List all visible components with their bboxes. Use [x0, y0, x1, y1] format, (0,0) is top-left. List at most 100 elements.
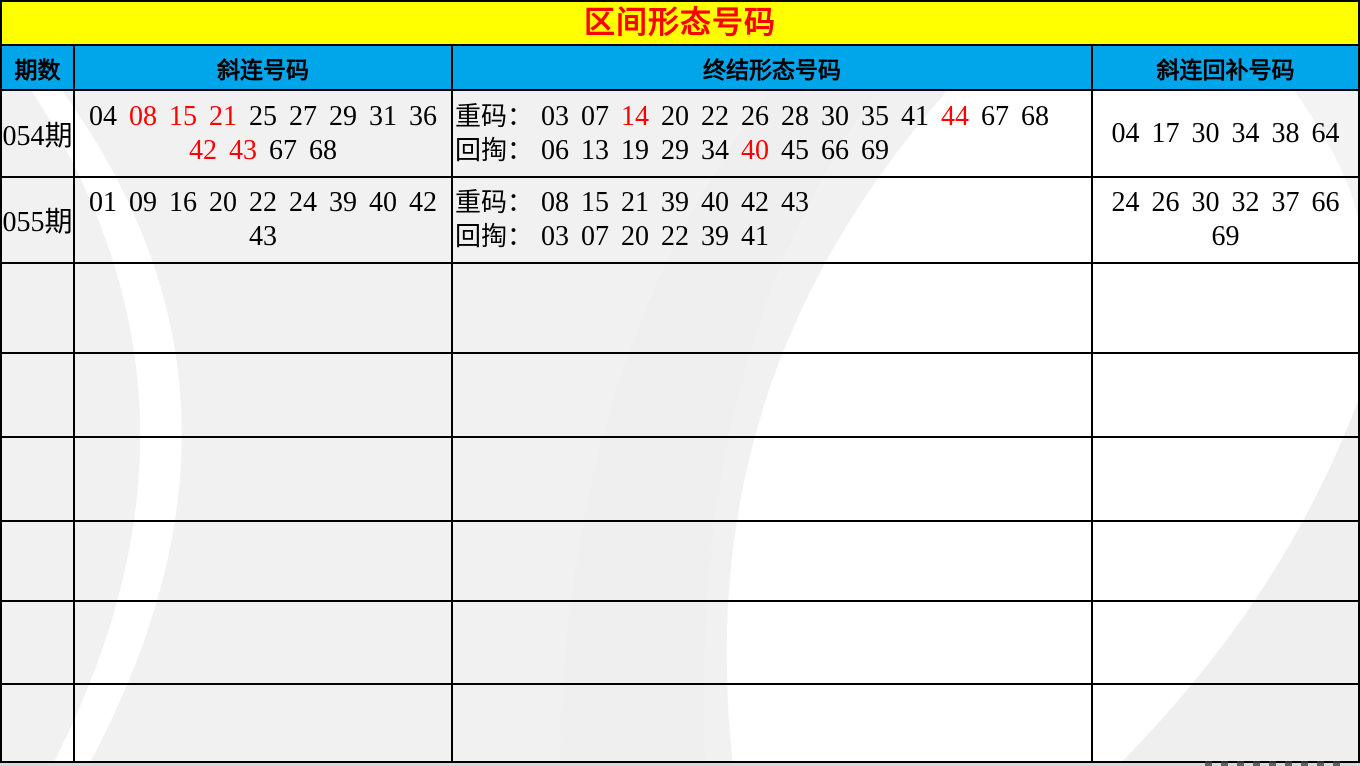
- number-line: 24 26 30 32 37 66: [1093, 186, 1358, 220]
- number-token: 13: [581, 134, 610, 166]
- number-token: 09: [129, 187, 157, 218]
- number-token: 34: [1231, 117, 1260, 149]
- empty-terminal-cell: [453, 438, 1093, 522]
- number-token: 07: [581, 100, 610, 132]
- number-token: 44: [941, 100, 970, 132]
- number-token: 29: [329, 100, 357, 132]
- number-token: 21: [209, 100, 237, 132]
- empty-refill-cell: [1093, 438, 1358, 522]
- empty-period-cell: [2, 685, 75, 761]
- number-token: 26: [741, 100, 770, 132]
- number-token: 36: [409, 100, 437, 132]
- number-token: 07: [581, 221, 610, 252]
- empty-diagonal-cell: [75, 264, 453, 354]
- number-token: 39: [701, 221, 730, 252]
- number-token: 25: [249, 100, 277, 132]
- number-token: 43: [229, 134, 257, 166]
- number-token: 15: [169, 100, 197, 132]
- number-token: 22: [701, 100, 730, 132]
- empty-diagonal-cell: [75, 685, 453, 761]
- number-token: 37: [1271, 187, 1300, 218]
- diagonal-numbers-cell: 04 08 15 21 25 27 29 31 36 42 43 67 68: [75, 91, 453, 178]
- empty-period-cell: [2, 602, 75, 685]
- empty-refill-cell: [1093, 354, 1358, 438]
- number-token: 22: [661, 221, 690, 252]
- number-token: 40: [701, 187, 730, 218]
- number-token: 08: [129, 100, 157, 132]
- number-token: 08: [541, 187, 570, 218]
- number-token: 26: [1151, 187, 1180, 218]
- terminal-numbers-cell: 重码： 03 07 14 20 22 26 28 30 35 41 44 67 68 回掏： 06 13 19 29…: [453, 91, 1093, 178]
- number-line: 69: [1093, 220, 1358, 254]
- number-token: 22: [249, 187, 277, 218]
- repeat-numbers-label: 重码：: [455, 101, 534, 131]
- empty-period-cell: [2, 522, 75, 602]
- number-token: 39: [329, 187, 357, 218]
- number-token: 42: [189, 134, 217, 166]
- header-cell-diagonal-refill-numbers: 斜连回补号码: [1093, 46, 1358, 91]
- empty-refill-cell: [1093, 685, 1358, 761]
- number-token: 30: [821, 100, 850, 132]
- repeat-numbers-label: 重码：: [455, 188, 534, 217]
- empty-diagonal-cell: [75, 438, 453, 522]
- number-token: 41: [901, 100, 930, 132]
- empty-refill-cell: [1093, 264, 1358, 354]
- number-line: 04 08 15 21 25 27 29 31 36: [75, 100, 451, 134]
- empty-period-cell: [2, 438, 75, 522]
- number-token: 40: [741, 134, 770, 166]
- number-token: 17: [1151, 117, 1180, 149]
- refill-numbers-cell: 04 17 30 34 38 64: [1093, 91, 1358, 178]
- number-token: 67: [981, 100, 1010, 132]
- number-token: 20: [661, 100, 690, 132]
- number-token: 35: [861, 100, 890, 132]
- number-token: 64: [1311, 117, 1340, 149]
- empty-period-cell: [2, 354, 75, 438]
- number-token: 43: [249, 221, 277, 252]
- number-token: 42: [741, 187, 770, 218]
- empty-terminal-cell: [453, 354, 1093, 438]
- number-token: 20: [209, 187, 237, 218]
- number-token: 03: [541, 221, 570, 252]
- number-token: 68: [1021, 100, 1050, 132]
- empty-terminal-cell: [453, 264, 1093, 354]
- table: 期数 斜连号码 终结形态号码 斜连回补号码 054期 04 08 15 21 25 27 29…: [0, 44, 1360, 763]
- number-token: 15: [581, 187, 610, 218]
- number-token: 16: [169, 187, 197, 218]
- terminal-line: 回掏： 03 07 20 22 39 41: [453, 220, 1091, 254]
- empty-terminal-cell: [453, 685, 1093, 761]
- number-token: 28: [781, 100, 810, 132]
- back-numbers-label: 回掏：: [455, 135, 534, 165]
- number-token: 67: [269, 134, 297, 166]
- number-token: 20: [621, 221, 650, 252]
- terminal-numbers-cell: 重码： 08 15 21 39 40 42 43 回掏： 03 07 20 22 39 41: [453, 178, 1093, 264]
- number-token: 19: [621, 134, 650, 166]
- number-line: 01 09 16 20 22 24 39 40 42: [75, 186, 451, 220]
- number-token: 31: [369, 100, 397, 132]
- number-token: 68: [309, 134, 337, 166]
- number-token: 69: [1211, 221, 1240, 252]
- empty-period-cell: [2, 264, 75, 354]
- empty-terminal-cell: [453, 522, 1093, 602]
- number-token: 38: [1271, 117, 1300, 149]
- page-title: 区间形态号码: [584, 5, 776, 40]
- number-token: 01: [89, 187, 117, 218]
- number-token: 30: [1191, 117, 1220, 149]
- number-token: 32: [1231, 187, 1260, 218]
- number-line: 04 17 30 34 38 64: [1093, 117, 1358, 151]
- number-token: 27: [289, 100, 317, 132]
- number-token: 24: [289, 187, 317, 218]
- terminal-line: 重码： 08 15 21 39 40 42 43: [453, 186, 1091, 220]
- period-cell: 054期: [2, 91, 75, 178]
- diagonal-numbers-cell: 01 09 16 20 22 24 39 40 42 43: [75, 178, 453, 264]
- number-token: 69: [861, 134, 890, 166]
- number-token: 06: [541, 134, 570, 166]
- empty-terminal-cell: [453, 602, 1093, 685]
- number-token: 43: [781, 187, 810, 218]
- empty-diagonal-cell: [75, 522, 453, 602]
- number-token: 03: [541, 100, 570, 132]
- number-token: 34: [701, 134, 730, 166]
- number-line: 42 43 67 68: [75, 134, 451, 168]
- terminal-line: 重码： 03 07 14 20 22 26 28 30 35 41 44 67 68: [453, 100, 1091, 134]
- number-token: 45: [781, 134, 810, 166]
